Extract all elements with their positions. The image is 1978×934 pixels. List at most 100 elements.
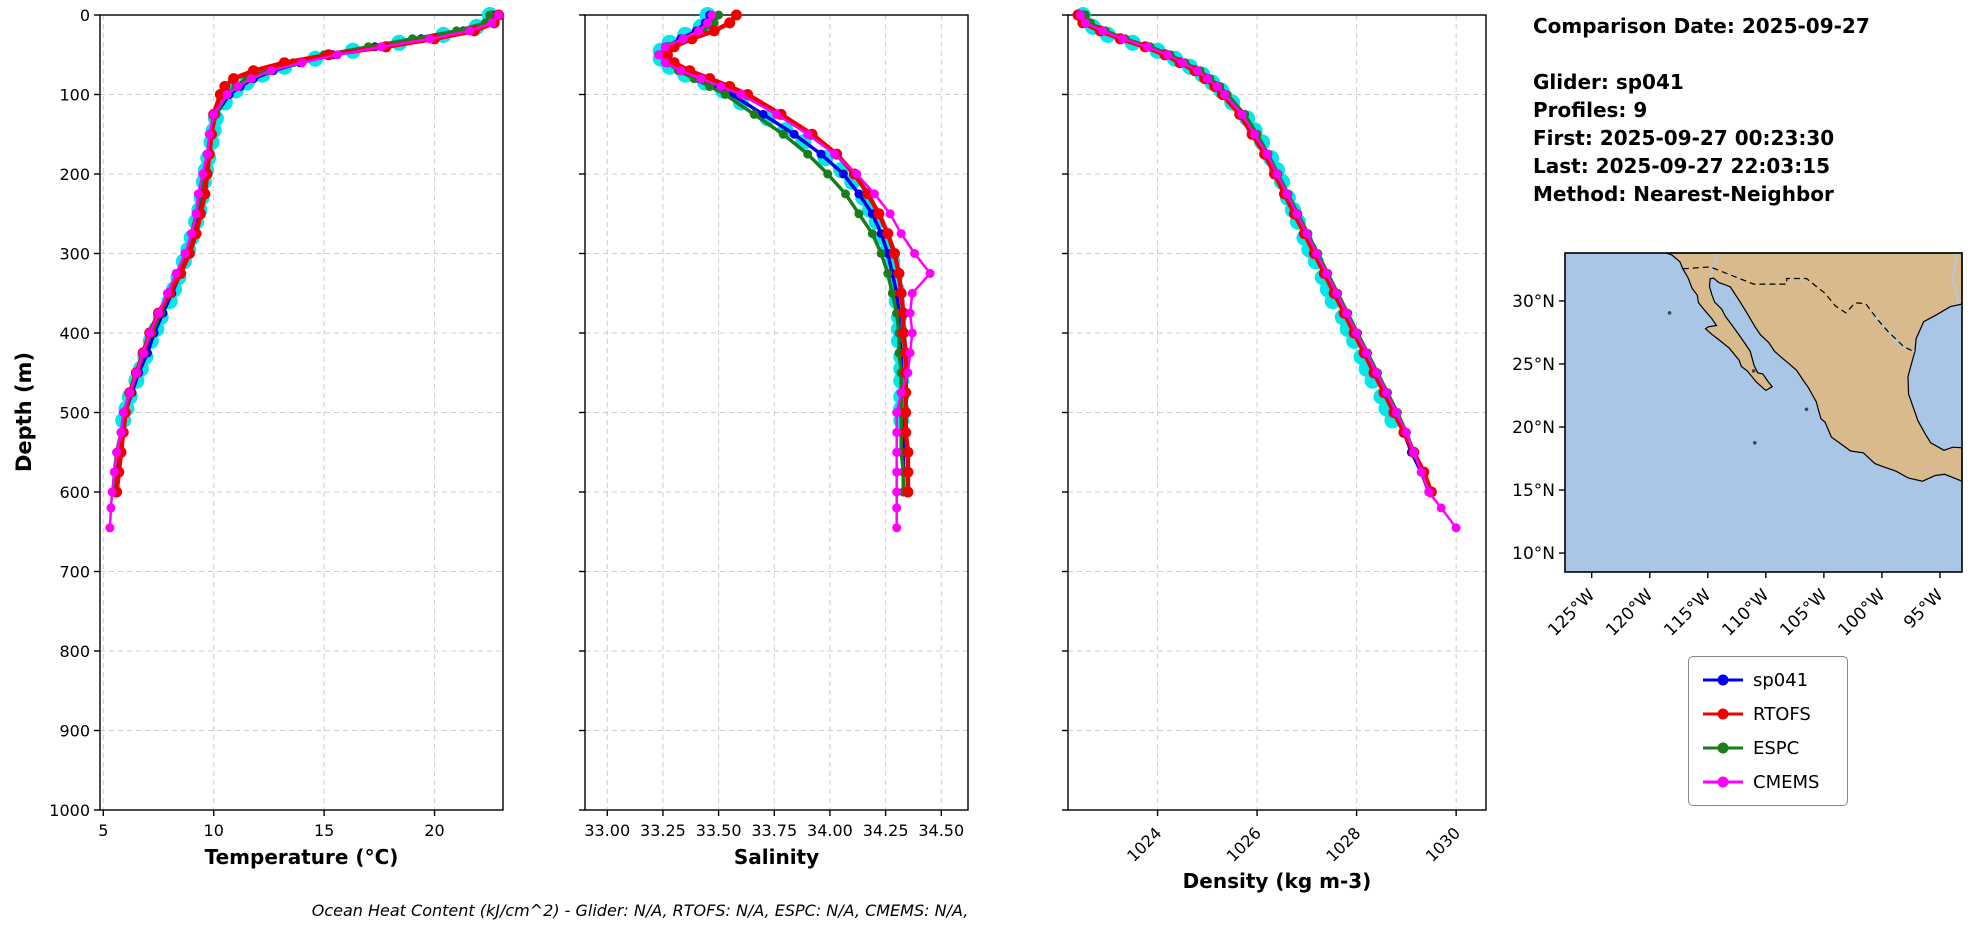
y-tick-label: 400 (59, 324, 90, 343)
series-marker (910, 249, 920, 258)
series-marker (204, 129, 214, 139)
series-marker (1163, 50, 1172, 60)
series-marker (1075, 10, 1085, 20)
series-marker (1312, 249, 1322, 258)
series-marker (854, 209, 864, 219)
series-marker (749, 109, 759, 119)
series-marker (1352, 328, 1362, 338)
series-marker (870, 189, 879, 199)
series-marker (654, 50, 663, 60)
series-marker (1391, 408, 1401, 417)
series-marker (1250, 129, 1260, 139)
x-tick-label: 33.50 (696, 821, 742, 840)
legend-marker (1703, 742, 1743, 754)
glider-id: Glider: sp041 (1533, 70, 1684, 94)
series-marker (1262, 149, 1272, 159)
legend-dot (1717, 708, 1729, 720)
series-marker (125, 388, 135, 398)
series-marker (709, 18, 719, 28)
map-land-mexico (1665, 252, 1963, 483)
map-island (1751, 369, 1756, 373)
x-tick-label: 34.25 (863, 821, 909, 840)
y-tick-label: 500 (59, 404, 90, 423)
series-marker (925, 268, 935, 278)
map-lon-label: 100°W (1834, 585, 1889, 640)
series-line (108, 13, 500, 530)
series-marker (892, 467, 902, 477)
series-marker (736, 90, 746, 99)
series-marker (841, 189, 850, 199)
series-marker (246, 74, 256, 84)
series-marker (1098, 26, 1108, 36)
series-marker (162, 288, 172, 298)
legend-item-espc: ESPC (1701, 735, 1835, 761)
series-marker (789, 129, 799, 139)
series-marker (187, 229, 197, 239)
series-marker (905, 308, 915, 318)
series-marker (377, 42, 386, 52)
series-marker (1436, 503, 1446, 513)
series-marker (905, 348, 915, 358)
series-marker (1237, 109, 1247, 119)
series-marker (896, 229, 906, 239)
map-river (1709, 252, 1719, 277)
series-marker (892, 487, 902, 497)
x-tick-label: 1028 (1322, 823, 1364, 865)
location-map: 30°N 25°N 20°N 15°N 10°N 125°W 120°W 115°W 110°W… (1512, 252, 1963, 640)
series-marker (214, 89, 226, 100)
series-marker (882, 228, 894, 240)
series-marker (676, 66, 686, 76)
legend-item-sp041: sp041 (1701, 667, 1835, 693)
series-marker (425, 34, 435, 44)
series-marker (1272, 169, 1282, 179)
map-lon-label: 125°W (1544, 585, 1599, 640)
x-tick-label: 10 (204, 821, 224, 840)
series-marker (907, 288, 917, 298)
legend: sp041 RTOFS ESPC CMEMS (1688, 656, 1848, 806)
series-CMEMS (1075, 10, 1461, 533)
map-lat-label: 25°N (1512, 355, 1555, 375)
map-lon-label: 95°W (1900, 585, 1947, 632)
series-marker (180, 249, 190, 258)
first-profile-time: First: 2025-09-27 00:23:30 (1533, 126, 1835, 150)
map-lat-label: 15°N (1512, 481, 1555, 501)
series-marker (897, 327, 909, 339)
series-marker (902, 446, 914, 458)
series-marker (900, 407, 912, 418)
map-lat-label: 10°N (1512, 544, 1555, 564)
series-marker (1292, 209, 1302, 219)
series-marker (209, 109, 219, 119)
y-tick-label: 900 (59, 722, 90, 741)
map-frame (1564, 252, 1963, 573)
series-marker (823, 169, 833, 179)
map-lon-label: 110°W (1718, 585, 1773, 640)
series-marker (720, 90, 730, 99)
info-spacer (1533, 40, 1973, 68)
series-marker (892, 523, 902, 533)
series-marker (248, 65, 259, 77)
series-marker (1302, 229, 1312, 239)
series-marker (116, 427, 126, 437)
series-marker (816, 149, 826, 159)
series-marker (867, 229, 877, 239)
x-axis-title: Salinity (734, 845, 819, 869)
series-marker (1372, 368, 1381, 378)
series-marker (696, 74, 706, 84)
legend-marker (1703, 674, 1743, 686)
series-marker (895, 287, 907, 299)
profile-plots: 5 10 15 2001002003004005006007008009001000T… (49, 6, 1487, 893)
legend-marker (1703, 776, 1743, 788)
series-marker (900, 426, 912, 438)
series-marker (107, 487, 117, 497)
series-marker (1202, 74, 1212, 84)
map-river (1871, 310, 1915, 353)
series-marker (1409, 447, 1419, 457)
map-lat-label: 30°N (1512, 292, 1555, 312)
series-marker (199, 188, 211, 200)
series-marker (1080, 18, 1090, 28)
map-us-mexico-border (1682, 266, 1916, 353)
x-axis-title: Density (kg m-3) (1183, 869, 1372, 893)
series-marker (714, 10, 724, 20)
series-marker (660, 42, 670, 52)
